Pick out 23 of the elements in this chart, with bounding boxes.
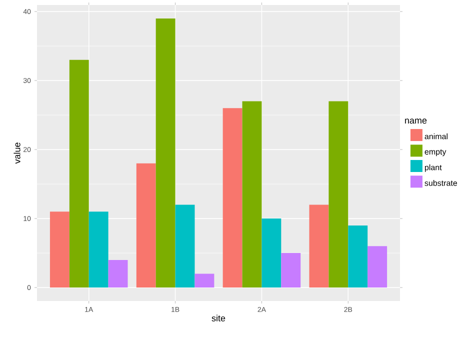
x-axis-title: site <box>212 314 226 322</box>
bar <box>88 212 108 288</box>
bar <box>262 218 282 288</box>
bar <box>368 246 388 288</box>
bar <box>281 253 301 288</box>
bar <box>242 101 262 288</box>
bar <box>156 18 176 288</box>
bar <box>328 101 348 288</box>
bar <box>222 108 242 288</box>
y-axis-title: value <box>14 142 20 164</box>
bar <box>194 274 214 288</box>
bar <box>348 225 368 288</box>
bar <box>175 204 195 288</box>
bar <box>108 260 128 288</box>
bar <box>136 163 156 288</box>
bar <box>309 204 329 288</box>
legend-label: animal <box>424 133 448 140</box>
legend-label: plant <box>424 164 442 172</box>
legend-title: name <box>405 118 427 124</box>
legend-label: substrate <box>424 180 458 186</box>
bar <box>69 60 89 288</box>
bar <box>50 212 70 288</box>
legend-label: empty <box>424 149 446 156</box>
